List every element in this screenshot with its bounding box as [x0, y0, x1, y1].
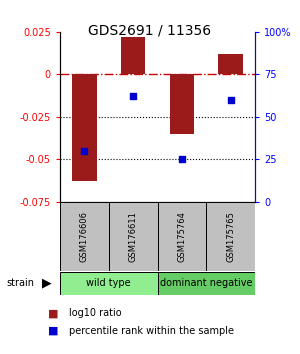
- Text: strain: strain: [6, 278, 34, 288]
- Bar: [218, 54, 243, 74]
- Bar: [206, 202, 255, 271]
- Bar: [170, 74, 194, 134]
- Text: wild type: wild type: [86, 278, 131, 288]
- Bar: [109, 202, 158, 271]
- Text: GDS2691 / 11356: GDS2691 / 11356: [88, 23, 212, 37]
- Point: [228, 97, 233, 103]
- Point: [179, 156, 184, 162]
- Text: GSM175765: GSM175765: [226, 211, 235, 262]
- Bar: [121, 37, 145, 74]
- Bar: [60, 272, 158, 295]
- Bar: [72, 74, 97, 181]
- Text: log10 ratio: log10 ratio: [69, 308, 122, 318]
- Bar: [158, 202, 206, 271]
- Text: GSM176611: GSM176611: [129, 211, 138, 262]
- Text: GSM176606: GSM176606: [80, 211, 89, 262]
- Text: ■: ■: [48, 326, 58, 336]
- Text: percentile rank within the sample: percentile rank within the sample: [69, 326, 234, 336]
- Bar: [158, 272, 255, 295]
- Text: dominant negative: dominant negative: [160, 278, 253, 288]
- Point: [82, 148, 87, 154]
- Text: ■: ■: [48, 308, 58, 318]
- Text: ▶: ▶: [42, 276, 51, 290]
- Point: [131, 93, 136, 99]
- Text: GSM175764: GSM175764: [177, 211, 186, 262]
- Bar: [60, 202, 109, 271]
